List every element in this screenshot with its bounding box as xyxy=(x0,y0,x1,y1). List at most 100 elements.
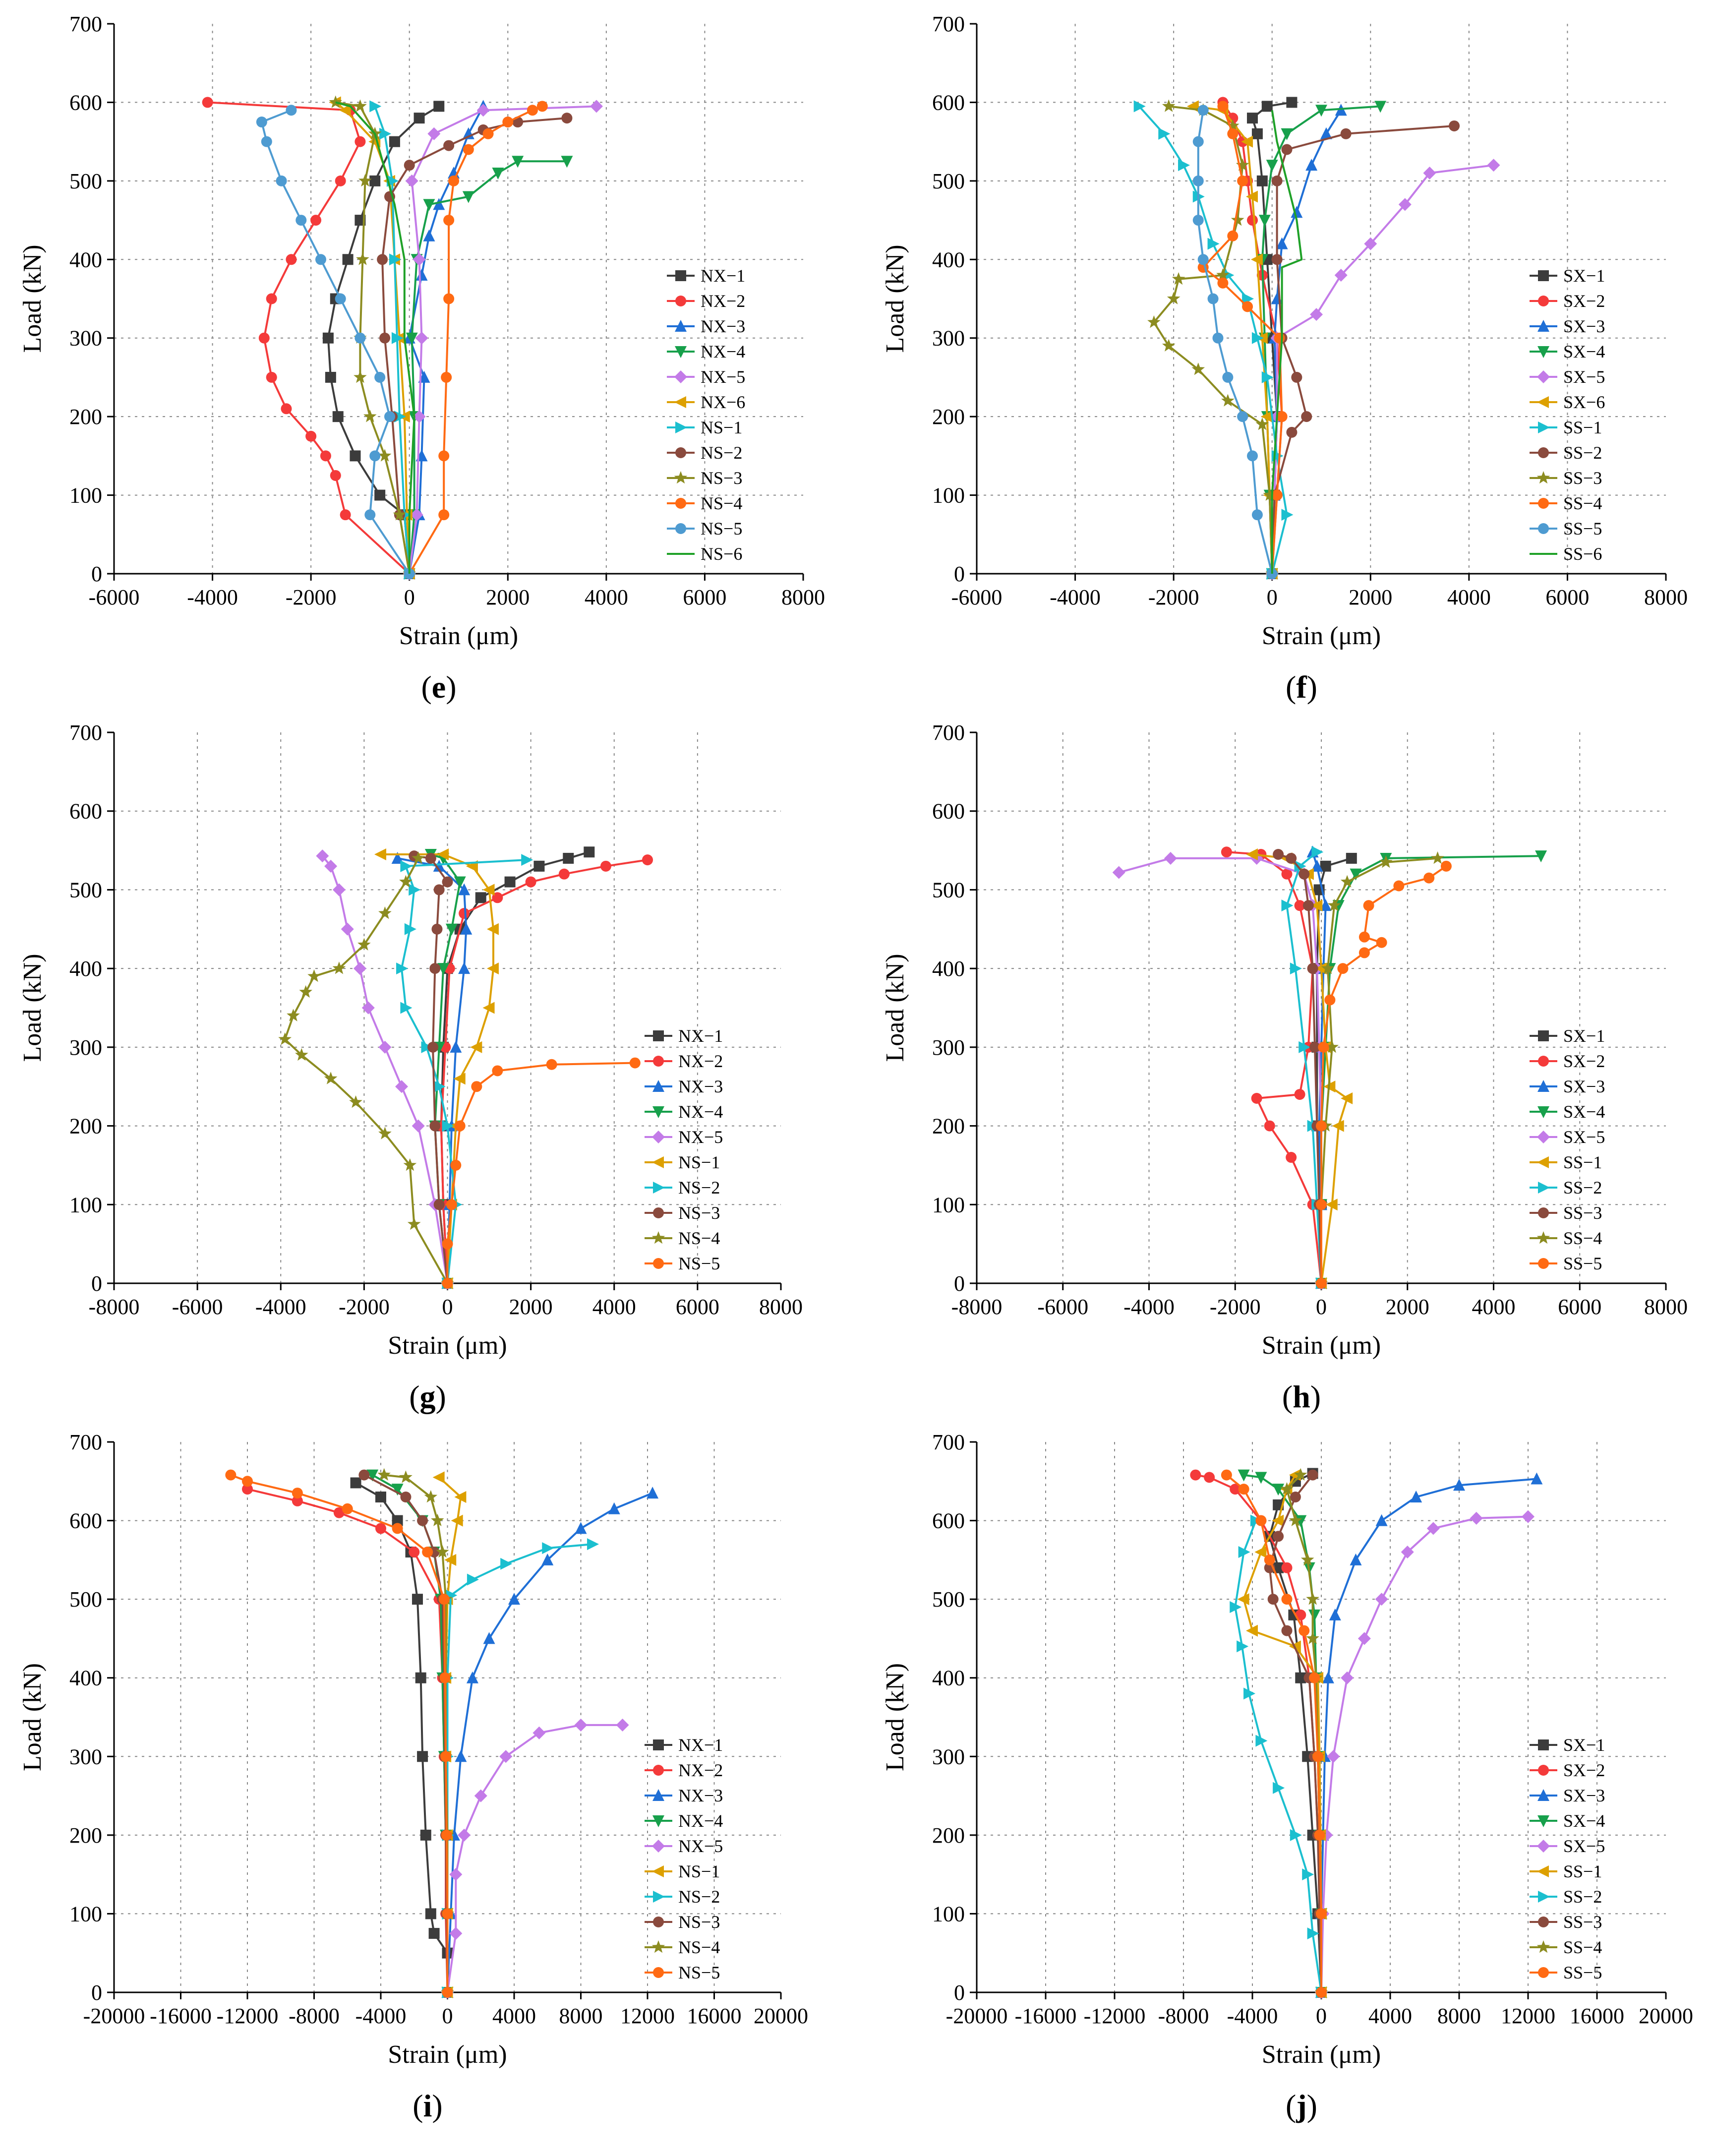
legend-item: NX−3 xyxy=(645,1077,723,1096)
data-point xyxy=(608,1502,620,1514)
data-point xyxy=(442,1238,453,1250)
data-point xyxy=(1237,411,1248,422)
panel-label: (i) xyxy=(413,2088,442,2123)
panel-label-letter: f xyxy=(1296,669,1307,705)
legend: NX−1 NX−2 NX−3 NX−4 NX−5 NS−1 NS−2 NS−3 NS−4 NS−5 xyxy=(645,1735,723,1982)
data-point xyxy=(1192,175,1204,186)
series-ns-5 xyxy=(256,105,415,579)
data-point xyxy=(1276,237,1288,249)
legend-swatch-marker xyxy=(675,523,686,534)
legend-item: SS−4 xyxy=(1530,1228,1602,1248)
x-tick-label: 20000 xyxy=(1639,2004,1693,2028)
data-point xyxy=(1398,198,1412,211)
panel-label: (e) xyxy=(421,669,456,705)
data-point xyxy=(395,1080,409,1093)
data-point xyxy=(1256,175,1268,186)
data-point xyxy=(546,1059,557,1070)
data-point xyxy=(307,969,321,982)
data-point xyxy=(332,961,346,974)
data-point xyxy=(504,876,516,888)
series-line xyxy=(374,106,411,574)
series-ss-5 xyxy=(1221,1469,1327,1998)
y-tick-label: 100 xyxy=(932,483,965,508)
data-point xyxy=(353,962,366,975)
legend-item: SS−2 xyxy=(1530,1887,1602,1907)
series-ns-4 xyxy=(278,851,454,1289)
data-point xyxy=(287,1009,300,1021)
x-tick-label: -4000 xyxy=(355,2004,407,2028)
data-point xyxy=(354,99,367,112)
legend-swatch-marker xyxy=(1538,1182,1550,1194)
panel-label-open: ( xyxy=(1282,1379,1293,1414)
data-point xyxy=(449,1927,463,1940)
legend-swatch-marker xyxy=(653,1891,665,1903)
legend-swatch-marker xyxy=(653,1739,664,1750)
data-point xyxy=(482,128,494,139)
data-point xyxy=(1212,332,1224,344)
legend-item: SS−4 xyxy=(1530,493,1602,513)
legend-label: SS−5 xyxy=(1563,519,1602,539)
data-point xyxy=(1230,1601,1242,1613)
x-tick-label: -6000 xyxy=(89,585,140,609)
legend-item: SS−1 xyxy=(1530,418,1602,437)
data-point xyxy=(1358,947,1370,958)
y-tick-label: 200 xyxy=(932,1823,965,1848)
data-point xyxy=(1350,1553,1362,1565)
legend-swatch-marker xyxy=(1538,447,1549,458)
x-tick-label: 6000 xyxy=(1545,585,1589,609)
x-tick-label: -20000 xyxy=(946,2004,1008,2028)
legend-swatch-marker xyxy=(1538,270,1549,281)
legend-swatch-marker xyxy=(675,296,686,306)
legend-item: NX−4 xyxy=(645,1102,723,1122)
data-point xyxy=(1332,1120,1344,1132)
legend-swatch-marker xyxy=(1536,471,1550,484)
data-point xyxy=(462,191,474,203)
x-tick-label: 8000 xyxy=(759,1295,803,1319)
data-point xyxy=(1340,875,1354,888)
y-tick-label: 200 xyxy=(932,1114,965,1138)
legend-item: SX−1 xyxy=(1530,1026,1605,1046)
legend-swatch-marker xyxy=(1536,1940,1550,1953)
legend-item: NS−5 xyxy=(667,519,742,539)
data-point xyxy=(1431,851,1444,864)
data-point xyxy=(1267,1594,1279,1605)
data-point xyxy=(1281,1625,1293,1636)
data-point xyxy=(1291,371,1302,383)
data-point xyxy=(438,1594,450,1605)
legend-swatch-marker xyxy=(1538,1739,1549,1750)
data-point xyxy=(460,922,472,935)
data-point xyxy=(1346,852,1357,864)
data-point xyxy=(1410,1491,1422,1502)
data-point xyxy=(474,1789,487,1802)
data-point xyxy=(1324,994,1336,1006)
y-tick-label: 500 xyxy=(69,1587,102,1612)
y-tick-label: 400 xyxy=(932,957,965,981)
x-tick-label: 6000 xyxy=(1558,1295,1601,1319)
panel-label-open: ( xyxy=(413,2088,423,2123)
data-point xyxy=(1281,509,1294,521)
legend-swatch-marker xyxy=(653,1030,664,1041)
data-point xyxy=(521,854,533,866)
data-point xyxy=(500,1557,513,1570)
data-point xyxy=(1247,450,1258,462)
x-tick-label: 16000 xyxy=(1570,2004,1624,2028)
legend-item: SX−4 xyxy=(1530,342,1605,361)
legend-swatch-marker xyxy=(1538,1916,1549,1927)
legend-label: SX−4 xyxy=(1563,1811,1605,1831)
data-point xyxy=(1207,293,1219,304)
y-tick-label: 700 xyxy=(932,1430,965,1454)
legend-item: SX−3 xyxy=(1530,1077,1605,1096)
data-point xyxy=(1535,850,1547,863)
data-point xyxy=(377,1468,391,1481)
legend-label: NS−5 xyxy=(678,1254,720,1273)
y-tick-label: 200 xyxy=(69,405,102,429)
x-tick-label: 16000 xyxy=(687,2004,742,2028)
data-point xyxy=(310,215,322,226)
data-point xyxy=(358,1469,370,1481)
data-point xyxy=(1358,1632,1371,1645)
data-point xyxy=(400,1492,412,1502)
legend: SX−1 SX−2 SX−3 SX−4 SX−5 SS−1 SS−2 SS−3 SS−4 SS−5 xyxy=(1530,1735,1605,1982)
data-point xyxy=(1221,846,1232,858)
data-point xyxy=(1237,175,1248,186)
data-point xyxy=(443,215,455,226)
